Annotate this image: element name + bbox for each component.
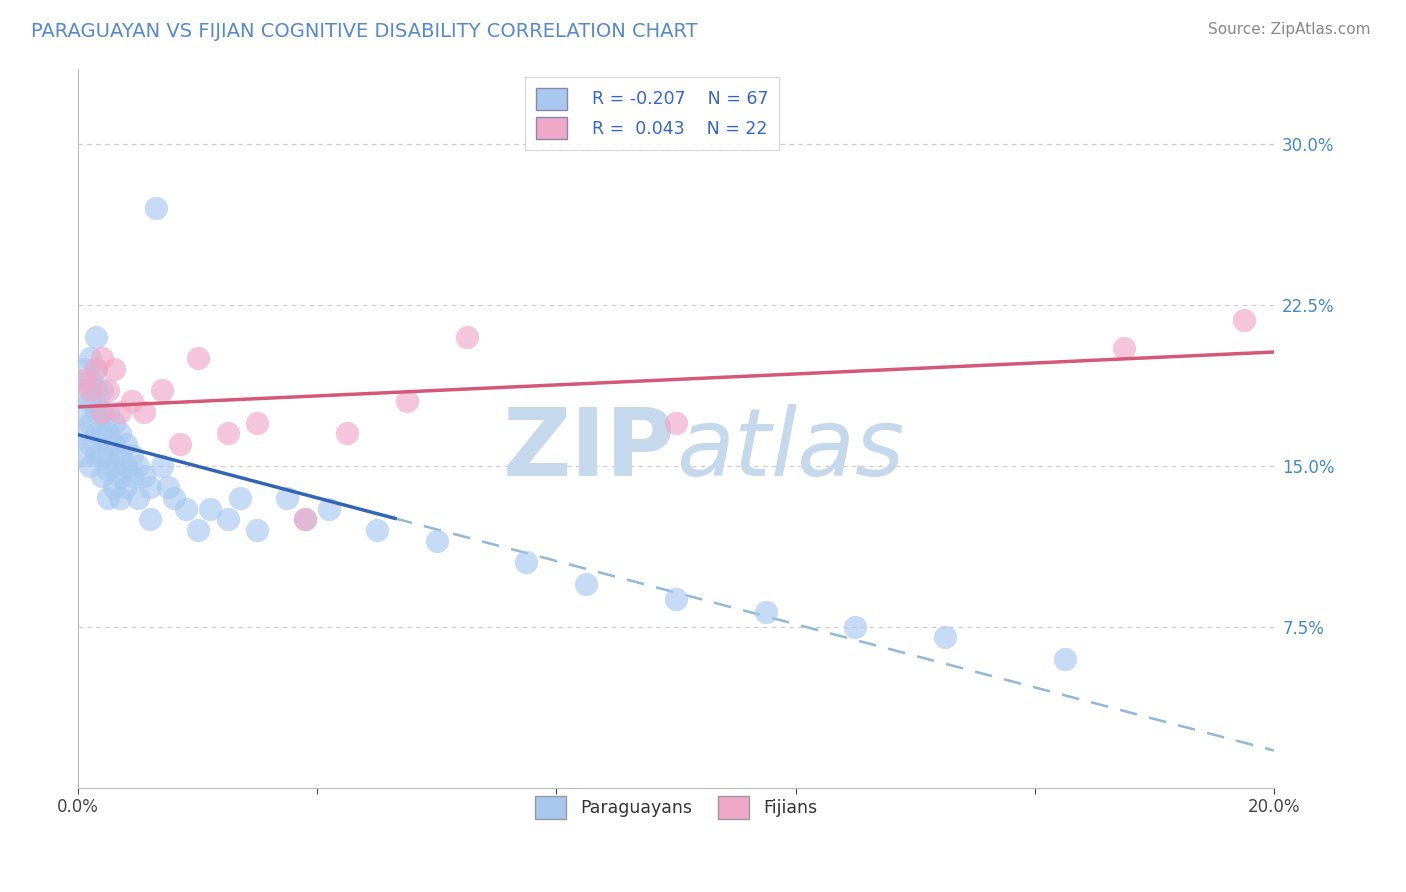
Point xyxy=(103,416,125,430)
Point xyxy=(456,330,478,344)
Point xyxy=(246,523,269,537)
Point xyxy=(132,469,155,483)
Text: Source: ZipAtlas.com: Source: ZipAtlas.com xyxy=(1208,22,1371,37)
Point xyxy=(156,480,179,494)
Point xyxy=(844,619,866,633)
Point xyxy=(115,458,138,473)
Point xyxy=(294,512,316,526)
Point xyxy=(174,501,197,516)
Point xyxy=(276,491,298,505)
Point xyxy=(97,448,120,462)
Point xyxy=(97,384,120,398)
Point xyxy=(665,416,688,430)
Point xyxy=(84,330,107,344)
Point xyxy=(91,448,114,462)
Point xyxy=(79,394,101,409)
Point xyxy=(139,512,162,526)
Point xyxy=(575,576,598,591)
Point xyxy=(198,501,221,516)
Point xyxy=(217,426,239,441)
Point xyxy=(426,533,449,548)
Point xyxy=(84,405,107,419)
Point xyxy=(91,426,114,441)
Point xyxy=(1053,651,1076,665)
Point xyxy=(217,512,239,526)
Point xyxy=(79,416,101,430)
Point xyxy=(73,405,96,419)
Point xyxy=(79,384,101,398)
Point xyxy=(139,480,162,494)
Text: atlas: atlas xyxy=(676,404,904,495)
Point xyxy=(91,384,114,398)
Point xyxy=(665,591,688,606)
Point xyxy=(515,555,537,569)
Point xyxy=(132,405,155,419)
Point xyxy=(79,437,101,451)
Point xyxy=(108,491,131,505)
Point xyxy=(73,373,96,387)
Point xyxy=(121,448,143,462)
Point xyxy=(73,448,96,462)
Point xyxy=(1114,341,1136,355)
Point xyxy=(366,523,388,537)
Point xyxy=(115,437,138,451)
Point xyxy=(115,480,138,494)
Point xyxy=(97,463,120,477)
Point xyxy=(755,605,778,619)
Point xyxy=(73,426,96,441)
Point xyxy=(103,437,125,451)
Point xyxy=(84,384,107,398)
Point xyxy=(336,426,359,441)
Point xyxy=(150,458,173,473)
Point xyxy=(395,394,418,409)
Point xyxy=(108,448,131,462)
Point xyxy=(145,201,167,215)
Point xyxy=(79,373,101,387)
Point xyxy=(108,426,131,441)
Text: ZIP: ZIP xyxy=(503,403,676,496)
Point xyxy=(73,362,96,376)
Point xyxy=(121,469,143,483)
Point xyxy=(127,458,149,473)
Point xyxy=(103,362,125,376)
Point xyxy=(246,416,269,430)
Point xyxy=(121,394,143,409)
Point xyxy=(103,480,125,494)
Point xyxy=(97,405,120,419)
Point xyxy=(84,362,107,376)
Point xyxy=(934,630,956,644)
Point xyxy=(84,362,107,376)
Point xyxy=(97,491,120,505)
Point xyxy=(91,469,114,483)
Point xyxy=(79,458,101,473)
Point xyxy=(79,351,101,366)
Point xyxy=(169,437,191,451)
Point xyxy=(103,458,125,473)
Point xyxy=(187,523,209,537)
Point xyxy=(97,426,120,441)
Point xyxy=(108,405,131,419)
Point xyxy=(91,405,114,419)
Point xyxy=(84,426,107,441)
Text: PARAGUAYAN VS FIJIAN COGNITIVE DISABILITY CORRELATION CHART: PARAGUAYAN VS FIJIAN COGNITIVE DISABILIT… xyxy=(31,22,697,41)
Point xyxy=(84,448,107,462)
Point xyxy=(91,351,114,366)
Point xyxy=(91,405,114,419)
Point xyxy=(187,351,209,366)
Point xyxy=(294,512,316,526)
Point xyxy=(73,384,96,398)
Point xyxy=(108,469,131,483)
Point xyxy=(228,491,250,505)
Point xyxy=(318,501,340,516)
Legend: Paraguayans, Fijians: Paraguayans, Fijians xyxy=(527,789,824,826)
Point xyxy=(127,491,149,505)
Point xyxy=(150,384,173,398)
Point xyxy=(163,491,186,505)
Point xyxy=(1233,312,1256,326)
